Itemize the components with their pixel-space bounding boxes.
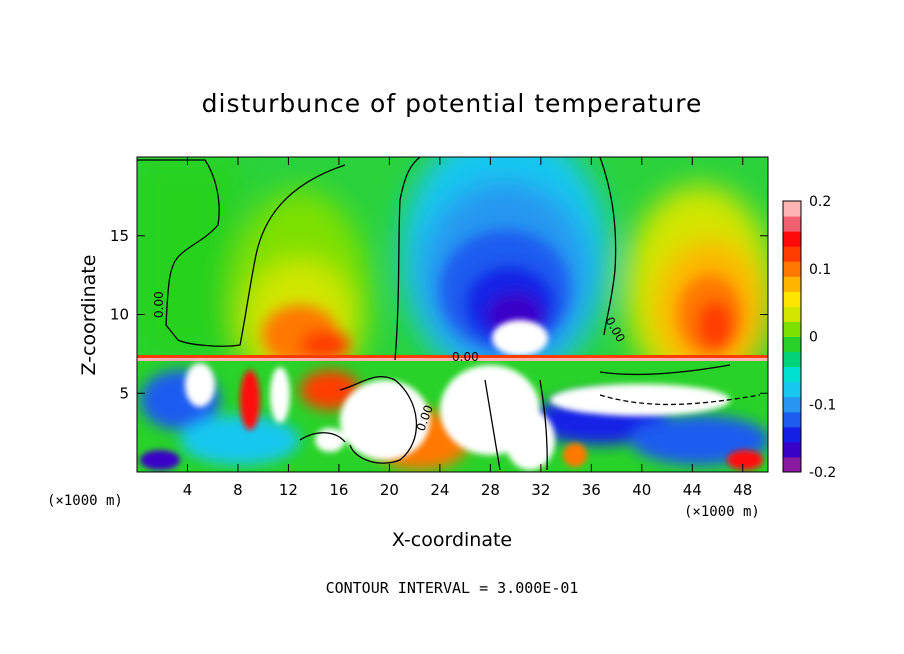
x-tick-label: 36: [582, 481, 601, 499]
x-tick-label: 12: [279, 481, 298, 499]
y-tick-label: 5: [119, 384, 129, 402]
x-axis-ticks: 4 8 12 16 20 24 28 32 36 40 44 48: [183, 157, 752, 499]
x-tick-label: 20: [380, 481, 399, 499]
contour-label: 0.00: [452, 350, 479, 364]
colorbar-swatch: [783, 351, 801, 368]
contour-label: 0.00: [152, 291, 166, 318]
colorbar-swatch: [783, 246, 801, 262]
y-tick-label: 10: [110, 306, 129, 324]
colorbar-swatch: [783, 231, 801, 247]
colorbar-tick-label: 0.2: [809, 194, 831, 210]
colorbar-swatch: [783, 426, 801, 443]
chart-title: disturbunce of potential temperature: [202, 89, 703, 118]
colorbar-swatch: [783, 321, 801, 337]
colorbar-swatch: [783, 201, 801, 217]
x-tick-label: 16: [329, 481, 348, 499]
y-axis-ticks: 5 10 15: [110, 227, 768, 402]
x-tick-label: 28: [481, 481, 500, 499]
colorbar-ticks: -0.2 -0.1 0 0.1 0.2: [809, 194, 836, 481]
contour-interval-note: CONTOUR INTERVAL = 3.000E-01: [326, 579, 579, 597]
colorbar-swatch: [783, 396, 801, 413]
colorbar: [783, 201, 801, 473]
colorbar-frame: [782, 200, 802, 473]
x-tick-label: 48: [733, 481, 752, 499]
colorbar-swatch: [783, 276, 801, 292]
x-unit-right: (×1000 m): [684, 504, 760, 520]
x-tick-label: 24: [430, 481, 449, 499]
colorbar-tick-label: -0.1: [809, 397, 836, 413]
heatmap-field: [137, 157, 768, 472]
colorbar-swatch: [783, 291, 801, 307]
x-tick-label: 4: [183, 481, 193, 499]
colorbar-swatch: [783, 216, 801, 232]
colorbar-tick-label: 0: [809, 330, 818, 346]
colorbar-swatch: [783, 336, 801, 353]
x-tick-label: 40: [632, 481, 651, 499]
colorbar-swatch: [783, 441, 801, 458]
colorbar-tick-label: 0.1: [809, 262, 831, 278]
colorbar-swatch: [783, 456, 801, 473]
y-axis-label: Z-coordinate: [78, 255, 100, 376]
colorbar-swatch: [783, 381, 801, 398]
y-tick-label: 15: [110, 227, 129, 245]
colorbar-swatch: [783, 411, 801, 428]
x-tick-label: 44: [683, 481, 702, 499]
colorbar-swatch: [783, 261, 801, 277]
colorbar-swatch: [783, 366, 801, 383]
x-tick-label: 32: [531, 481, 550, 499]
colorbar-swatch: [783, 306, 801, 322]
x-tick-label: 8: [233, 481, 243, 499]
colorbar-tick-label: -0.2: [809, 465, 836, 481]
x-axis-label: X-coordinate: [392, 529, 512, 551]
x-unit-left: (×1000 m): [47, 493, 123, 509]
